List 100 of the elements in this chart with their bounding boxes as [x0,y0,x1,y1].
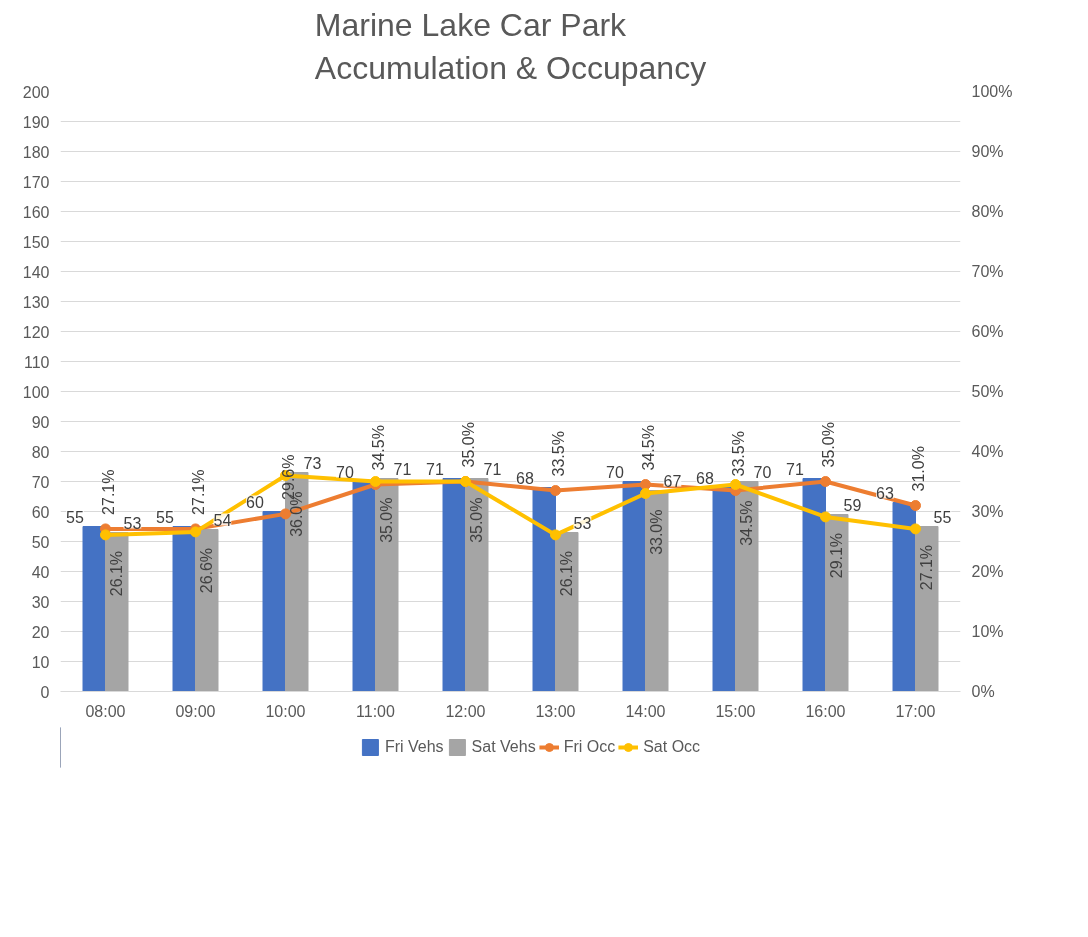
bar [195,529,219,692]
data-label: 55 [156,508,174,526]
bar [262,511,286,692]
data-label: 34.5% [737,500,755,546]
y2-tick-label: 100% [971,83,1013,100]
data-label: 34.5% [639,425,657,471]
data-label: 26.6% [197,547,215,594]
legend-label: Sat Occ [643,738,701,756]
data-label: 27.1% [99,469,117,515]
point [640,488,651,499]
bar [532,487,556,692]
legend-label: Sat Vehs [471,738,536,756]
point [820,476,831,487]
y-tick-label: 130 [22,293,50,311]
data-label: 54 [213,511,232,529]
point [640,479,651,490]
data-label: 35.0% [377,497,395,543]
data-label: 34.5% [369,425,387,471]
bar [802,478,826,692]
y-tick-label: 90 [31,413,50,431]
data-label: 29.1% [827,532,845,579]
y-tick-label: 150 [22,233,50,251]
chart-title: Marine Lake Car Park Accumulation & Occupancy [314,7,707,87]
data-label: 70 [606,463,624,481]
y-tick-label: 120 [22,323,50,341]
point [820,511,831,523]
y-tick-label: 110 [23,353,50,371]
y-tick-label: 30 [31,593,50,611]
data-label: 71 [393,460,412,478]
y-tick-label: 0 [40,683,50,701]
y2-tick-label: 60% [971,323,1004,340]
data-label: 70 [753,463,772,481]
bar [555,532,579,692]
point [280,508,291,520]
data-label: 67 [663,472,682,490]
bar [892,502,916,692]
y2-tick-label: 70% [971,263,1004,280]
point [910,500,921,511]
bar [442,478,466,692]
y-tick-label: 100 [22,383,50,401]
data-label: 27.1% [189,469,207,515]
y2-tick-label: 50% [971,383,1004,400]
data-label: 33.0% [647,509,665,555]
legend-label: Fri Vehs [384,738,444,756]
data-label: 59 [843,496,862,514]
x-tick-label: 17:00 [895,702,936,720]
bar [712,487,736,692]
y-tick-label: 40 [31,563,50,581]
data-label: 73 [303,454,322,472]
x-tick-label: 11:00 [356,702,396,720]
bar [105,532,129,692]
y-tick-label: 60 [31,503,50,521]
data-label: 53 [123,514,142,532]
y-tick-label: 80 [31,443,50,461]
data-label: 68 [516,469,534,487]
data-label: 53 [573,514,592,532]
data-label: 26.1% [107,550,125,597]
y-tick-label: 140 [22,263,50,281]
data-label: 55 [66,508,84,526]
point [100,529,111,541]
y2-tick-label: 40% [971,443,1004,460]
y-tick-label: 160 [22,203,50,221]
y-tick-label: 170 [22,173,50,191]
x-tick-label: 15:00 [715,702,756,720]
point [910,523,921,535]
y2-tick-label: 30% [971,503,1004,520]
x-tick-label: 14:00 [625,702,666,720]
bar [82,526,106,692]
data-label: 31.0% [909,446,927,492]
data-label: 26.1% [557,550,575,597]
y2-tick-label: 0% [971,683,995,700]
data-label: 71 [786,460,804,478]
bar [645,490,669,692]
y2-tick-label: 90% [971,143,1004,160]
data-label: 71 [483,460,502,478]
data-label: 35.0% [819,422,837,468]
y-tick-label: 20 [31,623,50,641]
x-tick-label: 10:00 [265,702,306,720]
data-label: 35.0% [459,422,477,468]
data-label: 70 [336,463,354,481]
y-tick-label: 190 [22,113,50,131]
data-label: 33.5% [729,431,747,477]
bar [465,478,489,692]
legend-label: Fri Occ [563,738,616,756]
point [730,479,741,490]
data-label: 60 [246,493,264,511]
data-label: 63 [876,484,894,502]
y2-tick-label: 10% [971,623,1004,640]
x-tick-label: 12:00 [445,702,486,720]
bar [352,481,376,692]
bar [172,526,196,692]
y2-tick-label: 80% [971,203,1004,220]
data-label: 55 [933,508,952,526]
y-tick-label: 180 [22,143,50,161]
data-label: 71 [426,460,444,478]
y2-tick-label: 20% [971,563,1004,580]
y-tick-label: 70 [31,473,50,491]
data-label: 68 [696,469,714,487]
x-tick-label: 08:00 [85,702,126,720]
x-tick-label: 16:00 [805,702,846,720]
